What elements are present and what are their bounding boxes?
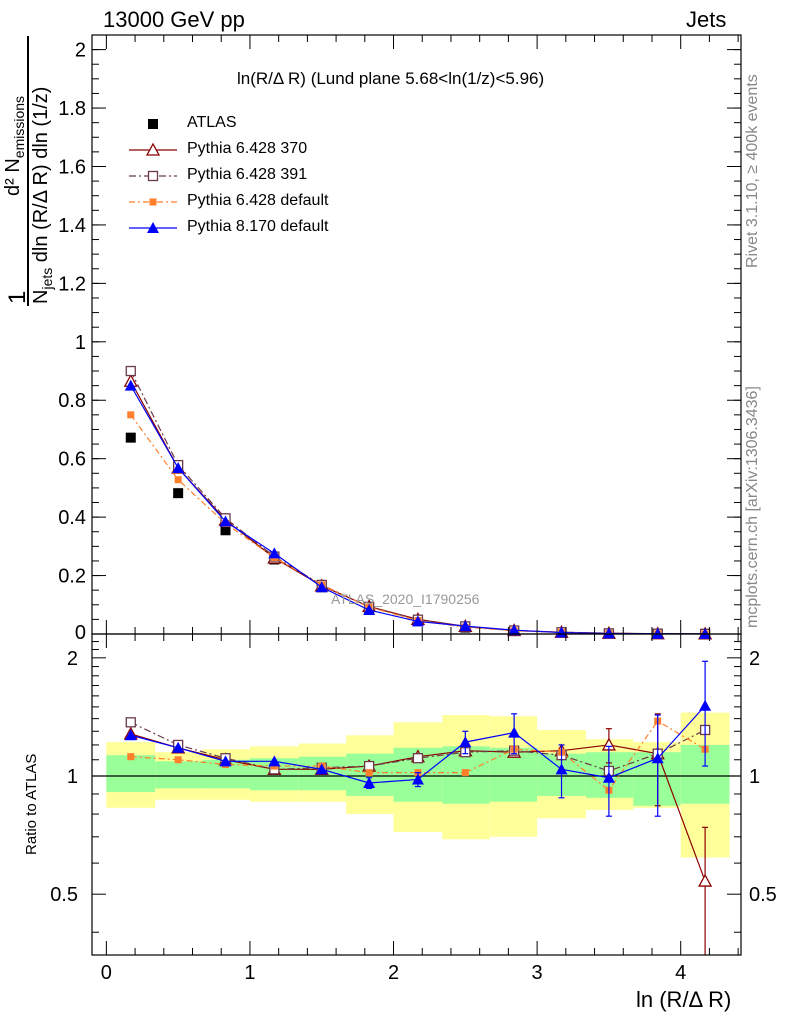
main-y-tick-label: 0.2: [58, 566, 86, 588]
ratio-data-point: [219, 755, 232, 767]
y-axis-title-denominator-n: N: [30, 289, 52, 304]
legend-marker: [148, 119, 158, 129]
ratio-data-point: [651, 752, 664, 764]
ratio-data-point: [698, 873, 713, 887]
main-panel: 0.2 0.4 0.6 0.8 1 1.2 1.4 1.6 1.8 2 0: [58, 34, 742, 644]
main-data-point: [508, 624, 521, 636]
x-tick-label: 0: [101, 962, 112, 984]
x-tick-label: 4: [675, 962, 686, 984]
main-y-tick-label: 1.2: [58, 273, 86, 295]
uncertainty-band-inner: [106, 755, 156, 793]
ratio-panel: 0.5 0.5 1 1 2 2 0 1 2 3 4: [50, 35, 777, 984]
ratio-data-point: [172, 741, 185, 753]
legend-label-pythia6-default: Pythia 6.428 default: [187, 192, 329, 209]
main-data-point: [220, 525, 231, 536]
ratio-data-point: [412, 753, 424, 764]
ratio-data-point: [508, 726, 521, 738]
uncertainty-band-inner: [155, 761, 203, 789]
ratio-y-tick-label: 1: [67, 766, 78, 788]
main-data-point: [411, 615, 424, 627]
main-data-point: [173, 488, 184, 499]
main-data-point: [219, 515, 232, 527]
main-data-point: [459, 620, 472, 632]
x-tick-label: 2: [388, 962, 399, 984]
legend-marker: [145, 142, 161, 156]
x-tick-label: 1: [244, 962, 255, 984]
y-axis-title-denominator-rest: dln (R/Δ R) dln (1/z): [30, 86, 52, 263]
main-data-point: [124, 379, 137, 391]
y-axis-title-numerator-sub: emissions: [11, 95, 27, 159]
ratio-data-point: [268, 755, 281, 767]
y-axis-title-numerator-main: d² N: [2, 158, 24, 196]
plot-title: ln(R/Δ R) (Lund plane 5.68<ln(1/z)<5.96): [237, 69, 545, 88]
main-y-tick-label: 1: [75, 332, 86, 354]
ratio-data-point: [315, 763, 328, 775]
x-tick-label: 3: [532, 962, 543, 984]
collision-energy-label: 13000 GeV pp: [103, 7, 245, 32]
main-data-point: [602, 627, 615, 639]
ratio-data-point: [461, 769, 469, 777]
ratio-data-point: [459, 736, 472, 748]
ratio-y-tick-label: 2: [67, 648, 78, 670]
analysis-watermark: ATLAS_2020_I1790256: [331, 591, 480, 607]
main-y-tick-label: 0.4: [58, 507, 86, 529]
y-axis-title-denominator-sub: jets: [39, 267, 55, 290]
ratio-y-axis-title: Ratio to ATLAS: [23, 753, 40, 855]
ratio-data-point: [411, 773, 424, 785]
main-data-point: [127, 411, 135, 419]
legend-marker: [149, 198, 157, 206]
ratio-data-point: [127, 753, 135, 761]
legend-marker: [147, 222, 159, 233]
ratio-data-point: [555, 763, 568, 775]
legend-label-pythia6-370: Pythia 6.428 370: [187, 140, 308, 157]
ratio-data-point: [699, 699, 712, 711]
main-data-point: [555, 626, 568, 638]
x-axis-title: ln (R/Δ R): [636, 987, 732, 1012]
main-y-tick-label: 1.6: [58, 156, 86, 178]
legend-marker: [147, 170, 159, 182]
main-data-point: [315, 581, 328, 593]
main-y-tick-label: 0.8: [58, 390, 86, 412]
main-data-point: [125, 432, 136, 443]
main-y-tick-label: 1.4: [58, 215, 86, 237]
ratio-data-point: [365, 769, 373, 777]
main-data-point: [651, 627, 664, 639]
main-data-point: [699, 627, 712, 639]
ratio-y-tick-label-right: 1: [749, 766, 760, 788]
legend-label-pythia8-default: Pythia 8.170 default: [187, 218, 329, 235]
legend-label-atlas: ATLAS: [187, 114, 237, 131]
y-axis-title-fraction-bar: [27, 36, 29, 306]
ratio-data-point: [125, 717, 136, 728]
legend: [129, 119, 177, 233]
main-y-tick-label: 1.8: [58, 98, 86, 120]
main-data-point: [268, 547, 281, 559]
mcplots-reference-label: mcplots.cern.ch [arXiv:1306.3436]: [744, 386, 761, 628]
rivet-version-label: Rivet 3.1.10, ≥ 400k events: [744, 74, 761, 268]
ratio-y-tick-label: 0.5: [50, 884, 78, 906]
ratio-y-tick-label-right: 0.5: [749, 884, 777, 906]
ratio-panel-frame: [91, 633, 742, 956]
ratio-y-tick-label-right: 2: [749, 648, 760, 670]
main-data-point: [174, 476, 182, 484]
ratio-data-point: [124, 729, 137, 741]
ratio-data-point: [174, 756, 182, 764]
process-label: Jets: [686, 7, 727, 32]
legend-label-pythia6-391: Pythia 6.428 391: [187, 166, 308, 183]
ratio-data-point: [602, 771, 615, 783]
main-y-tick-label-zero: 0: [75, 622, 86, 644]
y-axis-title-numerator: d² Nemissions: [2, 96, 27, 196]
main-data-point: [172, 462, 185, 474]
ratio-data-point: [363, 776, 376, 788]
main-data-point: [125, 365, 136, 377]
main-y-tick-label: 2: [75, 40, 86, 62]
y-axis-title-denominator: Njets dln (R/Δ R) dln (1/z): [30, 87, 55, 304]
main-y-tick-label: 0.6: [58, 449, 86, 471]
main-data-point: [363, 604, 376, 616]
